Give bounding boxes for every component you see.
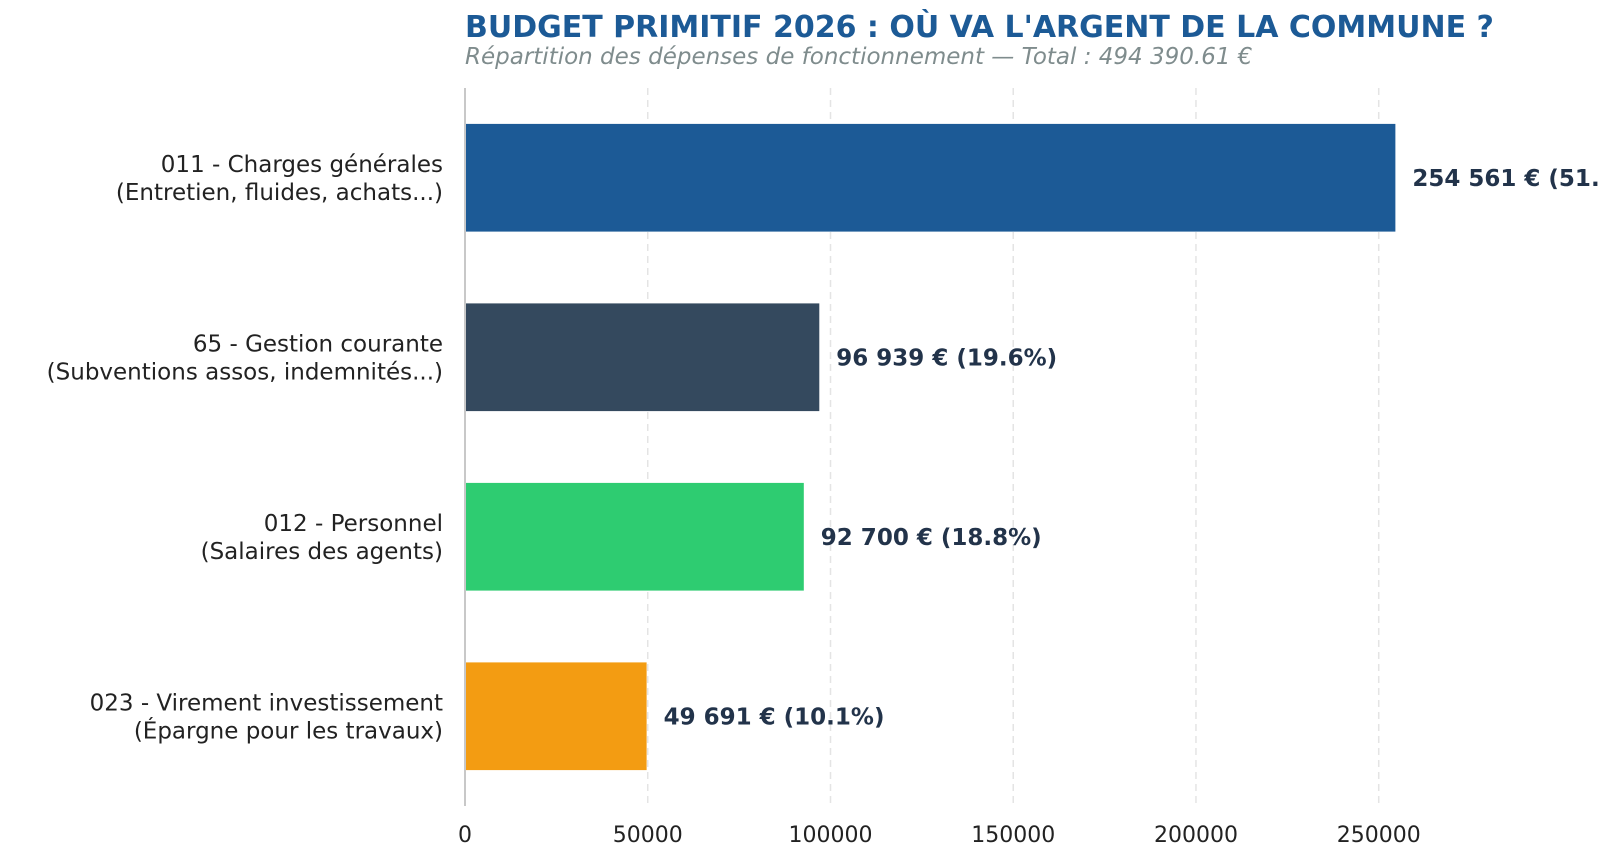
value-label-3: 49 691 € (10.1%) xyxy=(664,704,885,730)
bar-1 xyxy=(465,303,820,412)
category-label-1-0: 65 - Gestion courante xyxy=(193,331,443,357)
x-tick-label-2: 100000 xyxy=(788,823,872,848)
x-tick-label-3: 150000 xyxy=(971,823,1055,848)
category-label-2-1: (Salaires des agents) xyxy=(201,539,443,565)
value-label-0: 254 561 € (51.5%) xyxy=(1412,166,1600,192)
bar-0 xyxy=(465,123,1396,232)
value-label-1: 96 939 € (19.6%) xyxy=(836,345,1057,371)
x-tick-label-5: 250000 xyxy=(1337,823,1421,848)
x-tick-label-1: 50000 xyxy=(613,823,683,848)
x-tick-label-0: 0 xyxy=(458,823,472,848)
bar-2 xyxy=(465,482,804,591)
category-label-2-0: 012 - Personnel xyxy=(264,511,443,537)
chart-subtitle: Répartition des dépenses de fonctionneme… xyxy=(465,44,1253,70)
chart-title: BUDGET PRIMITIF 2026 : OÙ VA L'ARGENT DE… xyxy=(465,10,1494,45)
bar-3 xyxy=(465,662,647,771)
category-label-3-1: (Épargne pour les travaux) xyxy=(134,716,443,744)
category-label-0-1: (Entretien, fluides, achats...) xyxy=(116,180,443,206)
category-label-3-0: 023 - Virement investissement xyxy=(90,690,443,716)
category-label-0-0: 011 - Charges générales xyxy=(161,152,443,178)
x-tick-label-4: 200000 xyxy=(1154,823,1238,848)
category-label-1-1: (Subventions assos, indemnités...) xyxy=(47,359,443,385)
value-label-2: 92 700 € (18.8%) xyxy=(821,525,1042,551)
